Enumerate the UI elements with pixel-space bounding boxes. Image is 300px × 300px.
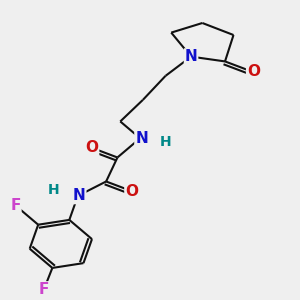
Text: N: N: [185, 49, 197, 64]
Text: N: N: [73, 188, 85, 203]
Text: H: H: [48, 183, 60, 197]
Text: O: O: [85, 140, 98, 155]
Text: F: F: [39, 282, 49, 297]
Text: O: O: [247, 64, 260, 79]
Text: O: O: [125, 184, 138, 199]
Text: N: N: [135, 131, 148, 146]
Text: F: F: [11, 198, 21, 213]
Text: H: H: [160, 135, 171, 149]
